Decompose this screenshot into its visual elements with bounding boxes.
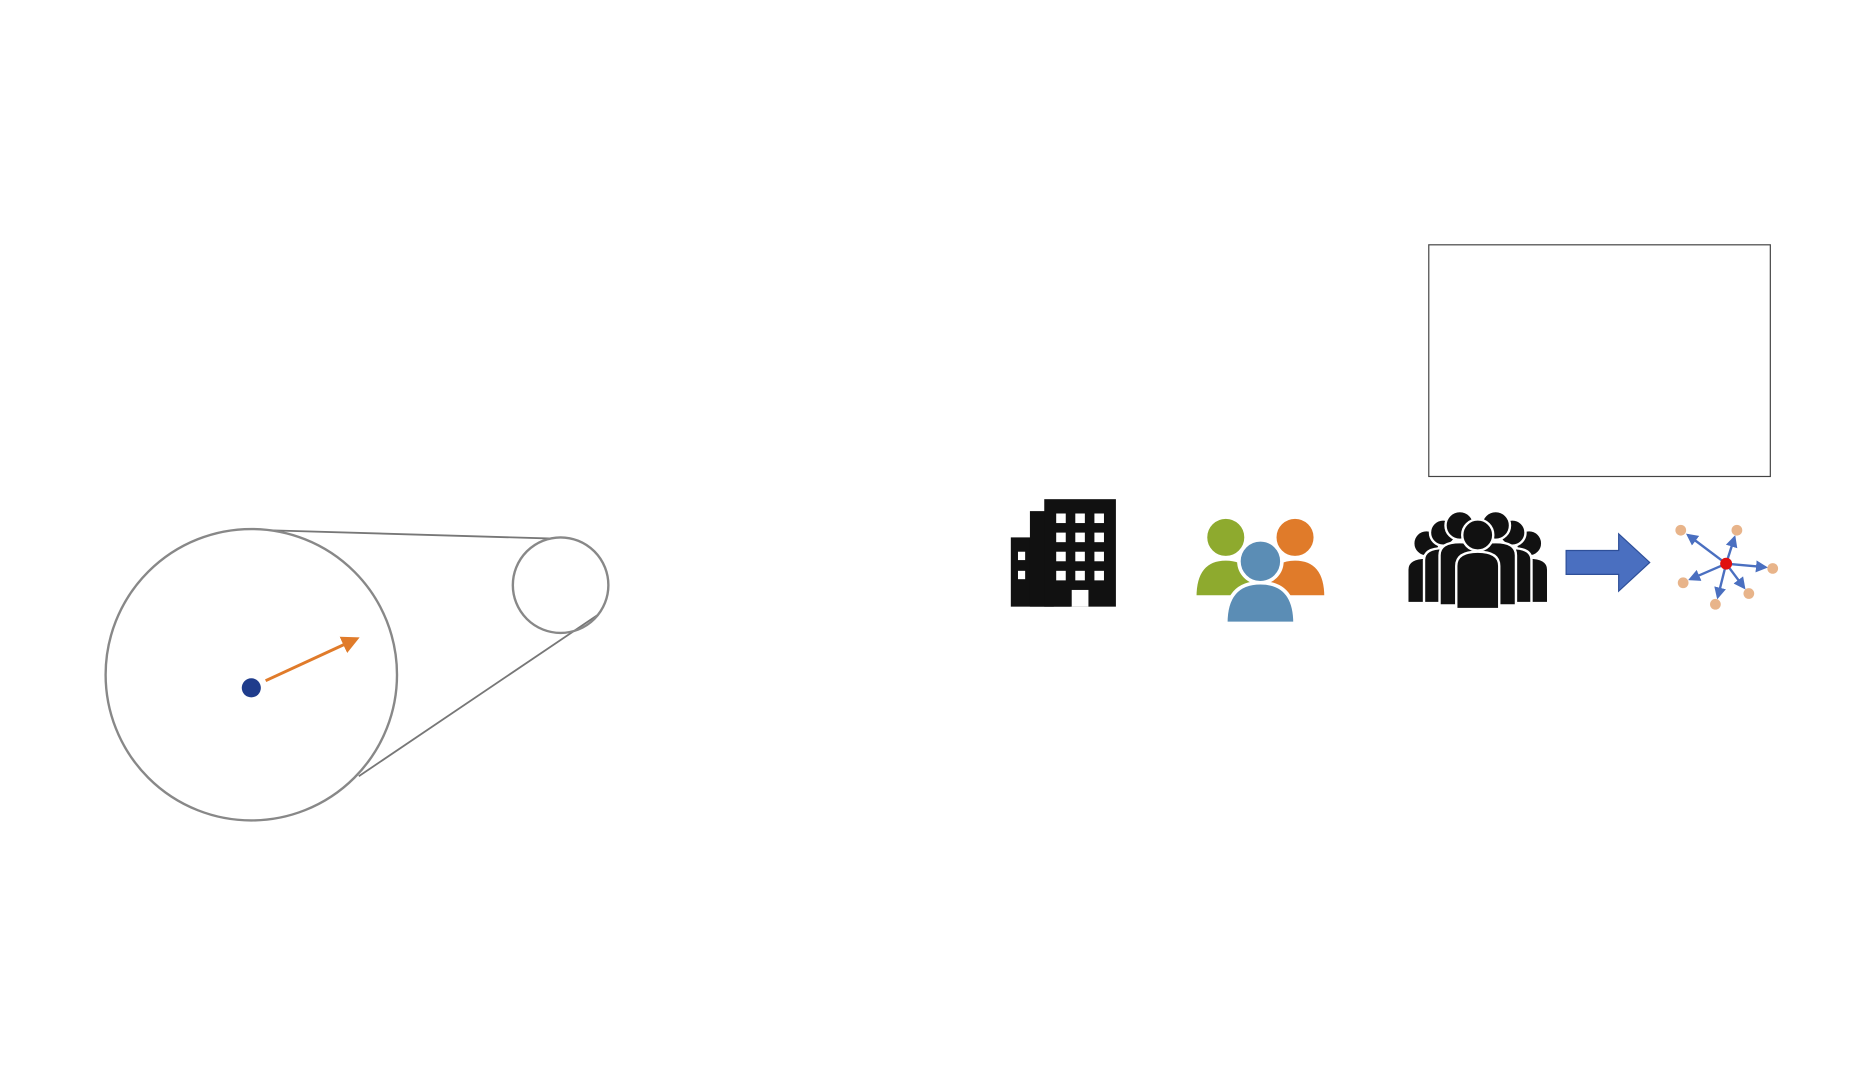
inconsistency-arrow <box>265 636 360 683</box>
zoom-lens <box>104 527 610 822</box>
building-icon <box>1010 499 1116 607</box>
lens-small-circle <box>511 536 610 635</box>
crowd-icon <box>1406 509 1550 611</box>
lens-annotations <box>241 636 360 698</box>
inset-frame <box>1428 244 1771 478</box>
lens-connector <box>358 614 599 777</box>
mean-vector-points <box>1675 524 1779 610</box>
lens-circle <box>104 527 399 822</box>
institute-vector-dot <box>241 678 261 698</box>
lens-connector <box>268 529 553 540</box>
arrow-icon <box>1565 532 1651 593</box>
people-icon <box>1192 515 1328 626</box>
